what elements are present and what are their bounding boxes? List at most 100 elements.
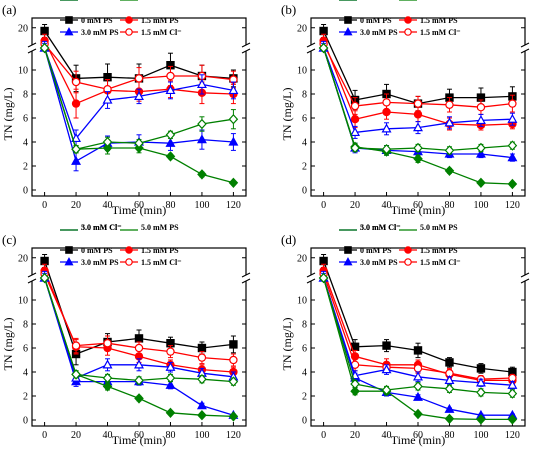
data-point (476, 414, 486, 425)
data-point (102, 381, 113, 392)
data-point (507, 140, 518, 151)
data-point (381, 384, 392, 396)
data-point (196, 400, 207, 410)
data-point (382, 341, 391, 350)
data-point (71, 369, 81, 380)
y-tick-label: 20 (297, 253, 307, 264)
y-tick-label: 10 (18, 66, 28, 77)
y-tick-label: 8 (23, 90, 28, 101)
legend-marker (404, 246, 412, 254)
legend-label: 5.0 mM PS (420, 223, 458, 232)
y-tick-label: 20 (18, 23, 28, 34)
data-point (228, 376, 239, 387)
series-5 (318, 42, 518, 139)
y-tick-label: 4 (23, 138, 28, 149)
data-point (71, 155, 82, 165)
legend-marker (343, 27, 353, 36)
legend-label: 1.5 mM PS (141, 246, 179, 255)
data-point (39, 272, 50, 284)
y-tick-label: 6 (302, 114, 307, 125)
data-point (475, 115, 486, 125)
data-point (476, 387, 486, 398)
axis-break-mark (520, 48, 530, 54)
legend-marker (65, 16, 73, 24)
axis-break-mark (306, 42, 316, 48)
data-point (166, 71, 175, 81)
data-point (476, 364, 486, 373)
data-point (166, 347, 175, 356)
axis-break-mark (306, 278, 316, 284)
legend-marker (404, 16, 412, 24)
x-tick-label: 60 (134, 200, 144, 211)
series-7 (39, 272, 239, 387)
x-tick-label: 60 (413, 430, 423, 441)
x-tick-label: 80 (165, 430, 175, 441)
data-point (476, 102, 486, 112)
x-tick-label: 40 (103, 430, 113, 441)
legend-label: 5.0 mM Cl⁻ (360, 0, 400, 2)
series-7 (318, 42, 518, 156)
legend-label: 3.0 mM Cl⁻ (360, 223, 400, 232)
legend: 0 mM PS 1.5 mM PS 1.5 mM Cl⁻ 3.0 mM PS 3.0 m… (60, 0, 181, 37)
data-point (102, 94, 113, 104)
data-point (444, 117, 455, 127)
data-point (228, 113, 239, 125)
x-tick-label: 120 (505, 430, 520, 441)
x-tick-label: 120 (226, 200, 241, 211)
data-point (134, 343, 144, 353)
x-axis-title: Time (min) (391, 433, 446, 447)
x-tick-label: 20 (350, 200, 360, 211)
data-point (134, 375, 144, 386)
x-tick-label: 20 (71, 430, 81, 441)
data-point (413, 110, 423, 119)
data-point (413, 381, 423, 392)
x-tick-label: 0 (42, 200, 47, 211)
data-point (71, 341, 81, 350)
data-point (444, 413, 455, 425)
x-tick-label: 80 (165, 200, 175, 211)
axis-break-mark (241, 272, 251, 278)
data-point (102, 359, 113, 369)
data-point (413, 408, 423, 420)
data-point (413, 99, 423, 108)
legend: 0 mM PS 1.5 mM PS 1.5 mM Cl⁻ 3.0 mM PS 3.0 m… (60, 223, 181, 267)
series-5 (39, 42, 239, 148)
legend-label: 1.5 mM PS (420, 246, 458, 255)
data-point (165, 151, 176, 162)
y-tick-label: 0 (23, 186, 28, 197)
legend-marker (404, 28, 412, 36)
y-tick-label: 20 (18, 253, 28, 264)
x-tick-label: 120 (226, 430, 241, 441)
legend-marker (64, 27, 74, 36)
legend-label: 1.5 mM Cl⁻ (141, 28, 181, 37)
panel-label: (b) (281, 2, 296, 17)
chart-panel-1: (a) 0 20 40 60 80 100 120 0 2 4 6 8 10 20 Time (min) TN … (1, 0, 251, 217)
data-point (134, 91, 144, 101)
data-point (228, 136, 239, 146)
y-tick-label: 6 (23, 114, 28, 125)
data-point (196, 134, 207, 144)
legend-label: 1.5 mM PS (420, 16, 458, 25)
data-point (475, 148, 486, 158)
axis-break-mark (306, 272, 316, 278)
data-point (39, 42, 50, 54)
data-point (228, 411, 239, 422)
y-tick-label: 2 (23, 162, 28, 173)
data-point (197, 169, 207, 180)
data-point (165, 407, 176, 419)
axis-break-mark (27, 42, 37, 48)
chart-panel-2: (b) 0 20 40 60 80 100 120 0 2 4 6 8 10 20 Time (min) TN … (280, 0, 530, 217)
data-point (350, 142, 360, 154)
data-point (413, 346, 423, 355)
x-tick-label: 120 (505, 200, 520, 211)
legend-label: 0 mM PS (360, 246, 392, 255)
chart-panel-3: (c) 0 20 40 60 80 100 120 0 2 4 6 8 10 20 Time (min) TN … (1, 223, 251, 447)
data-point (71, 133, 82, 143)
x-tick-label: 80 (444, 200, 454, 211)
data-point (102, 372, 113, 384)
data-point (350, 114, 360, 124)
y-tick-label: 8 (302, 90, 307, 101)
data-point (196, 79, 207, 89)
data-point (507, 414, 518, 425)
data-point (134, 393, 144, 404)
